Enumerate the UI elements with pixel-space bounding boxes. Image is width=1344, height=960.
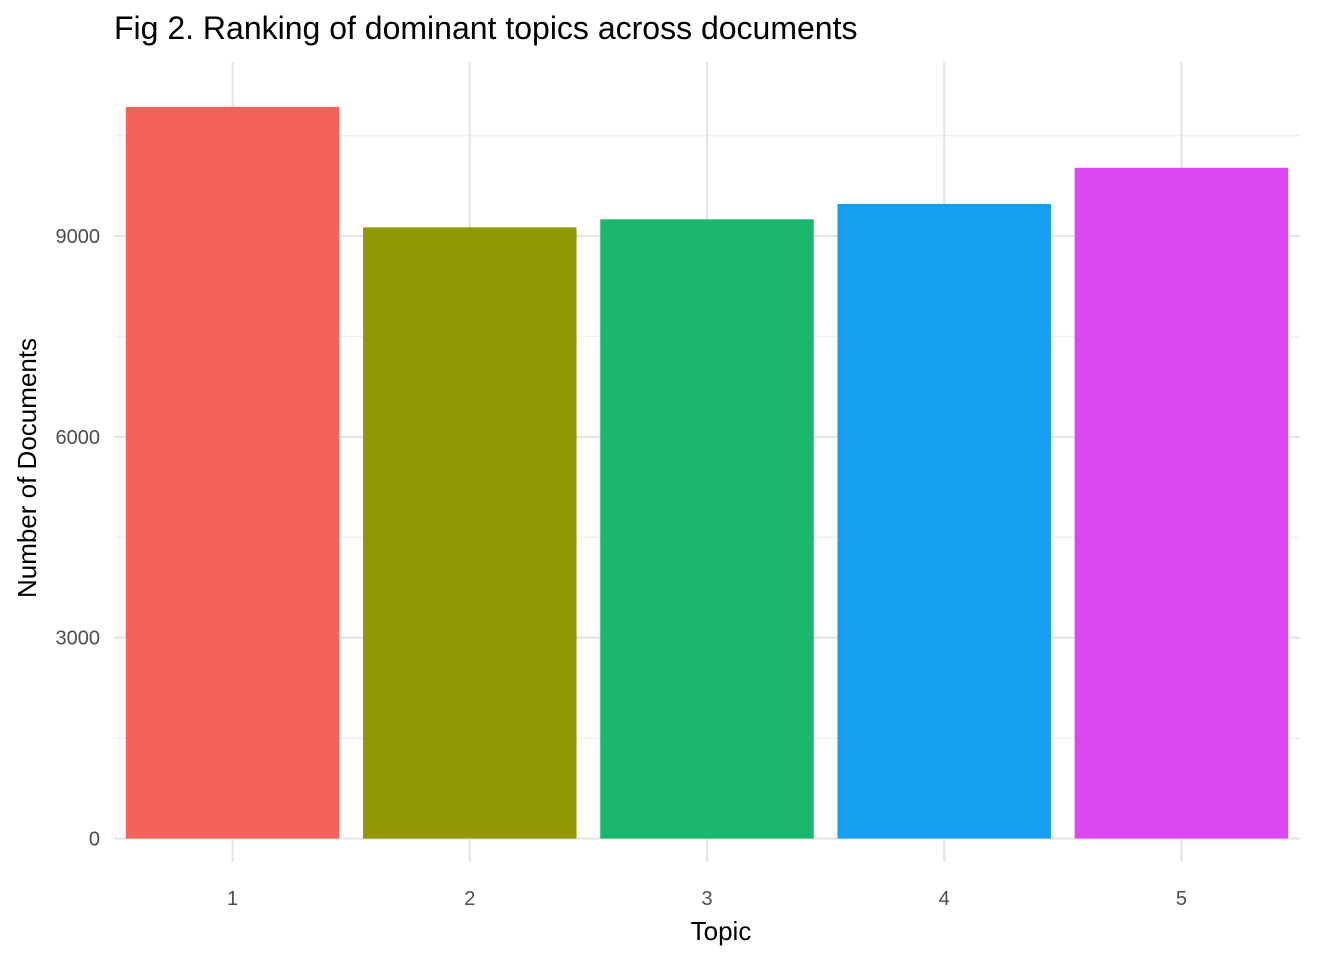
bar-topic-1 [125,106,340,839]
x-axis-ticks: 1 2 3 4 5 [227,888,1187,910]
bar-topic-4 [837,203,1051,839]
y-axis-title: Number of Documents [12,338,42,598]
y-axis-ticks: 0 3000 6000 9000 [56,226,101,851]
x-tick-label: 2 [464,888,475,910]
y-tick-label: 6000 [56,427,101,449]
bars [125,106,1289,839]
y-tick-label: 3000 [56,628,101,650]
bar-topic-3 [600,219,814,839]
x-tick-label: 5 [1176,888,1187,910]
y-tick-label: 9000 [56,226,101,248]
y-tick-label: 0 [89,829,100,851]
x-tick-label: 3 [701,888,712,910]
chart-title: Fig 2. Ranking of dominant topics across… [114,10,857,46]
x-tick-label: 1 [227,888,238,910]
x-tick-label: 4 [939,888,950,910]
bar-topic-2 [363,227,577,839]
x-axis-title: Topic [691,916,752,946]
bar-topic-5 [1074,167,1289,839]
